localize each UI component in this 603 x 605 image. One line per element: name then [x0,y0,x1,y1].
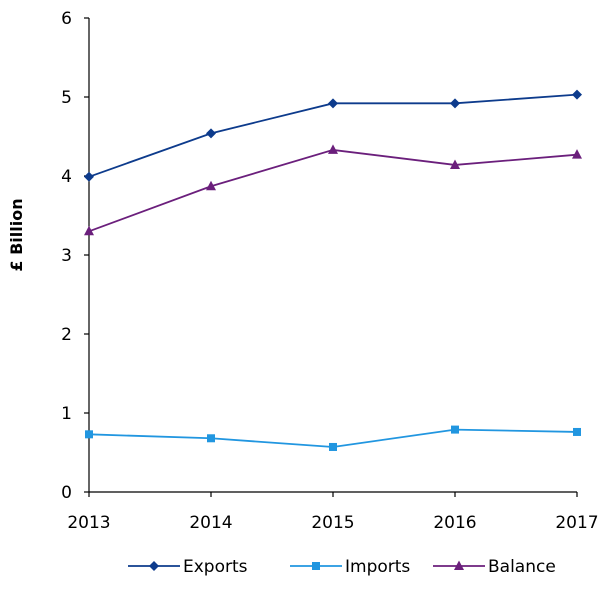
x-tick-label: 2014 [189,513,232,533]
y-tick-label: 6 [61,9,72,29]
legend-marker-imports [312,562,320,570]
x-tick-label: 2017 [555,513,598,533]
data-point-imports [207,434,215,443]
series-line-balance [88,149,578,233]
data-point-imports [451,425,459,434]
data-point-imports [329,442,337,451]
y-tick-label: 5 [61,88,72,108]
data-point-balance [328,144,338,154]
data-point-exports [328,98,338,109]
data-point-balance [206,180,216,191]
legend: Exports Imports Balance [128,557,556,577]
legend-marker-balance [454,560,464,570]
x-axis-ticks: 2013 2014 2015 2016 2017 [67,492,599,533]
data-point-exports [84,171,94,182]
legend-label-balance: Balance [488,557,556,577]
legend-item-exports: Exports [128,557,248,577]
data-point-imports [573,427,581,436]
legend-label-exports: Exports [183,557,248,577]
x-tick-label: 2016 [433,513,476,533]
data-point-balance [450,159,460,169]
y-tick-label: 4 [61,167,72,187]
data-point-exports [450,98,460,109]
legend-marker-exports [149,561,159,571]
legend-item-balance: Balance [433,557,556,577]
series-balance [84,144,582,236]
y-tick-label: 2 [61,325,72,345]
y-tick-label: 1 [61,404,72,424]
data-point-balance [84,225,94,236]
data-point-balance [572,149,582,159]
y-axis-ticks: 0 1 2 3 4 5 6 [61,9,89,503]
x-tick-label: 2015 [311,513,354,533]
legend-item-imports: Imports [290,557,410,577]
x-tick-label: 2013 [67,513,110,533]
axes [88,18,577,493]
y-tick-label: 3 [61,246,72,266]
series-imports [85,425,581,451]
y-axis-title: £ Billion [7,198,26,271]
y-tick-label: 0 [61,483,72,503]
data-point-imports [85,430,93,439]
data-point-exports [572,89,582,100]
legend-label-imports: Imports [345,557,410,577]
series-exports [84,89,582,182]
series-layer [84,89,582,451]
data-point-exports [206,128,216,139]
